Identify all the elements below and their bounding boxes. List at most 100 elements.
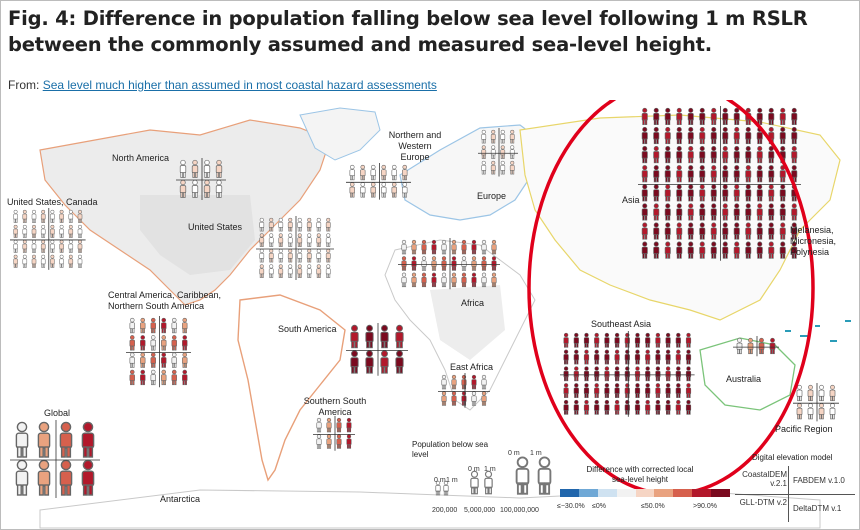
person-icon <box>583 366 590 382</box>
person-icon <box>685 366 692 382</box>
person-icon <box>563 399 569 415</box>
person-icon <box>604 399 610 415</box>
person-icon <box>441 391 447 406</box>
person-icon <box>349 182 356 198</box>
person-icon <box>150 369 157 386</box>
person-icon <box>316 233 322 247</box>
person-icon <box>77 254 83 268</box>
person-icon <box>655 383 661 399</box>
population-value-2: 5,000,000 <box>464 507 496 514</box>
person-icon <box>297 217 303 232</box>
person-icon <box>297 233 303 247</box>
person-icon <box>181 352 188 368</box>
source-article-link[interactable]: Sea level much higher than assumed in mo… <box>42 78 437 92</box>
person-icon <box>655 332 661 348</box>
person-icon <box>583 349 590 365</box>
person-icon <box>68 224 74 238</box>
person-icon <box>31 254 37 268</box>
label-south-america: South America <box>278 324 337 334</box>
person-icon <box>22 254 28 268</box>
person-icon <box>336 434 342 449</box>
label-asia: Asia <box>622 195 640 205</box>
person-icon <box>325 233 331 247</box>
person-icon <box>655 366 661 382</box>
person-icon <box>81 459 95 496</box>
person-icon <box>370 182 377 198</box>
person-icon <box>604 383 610 399</box>
label-nw-europe: Northern and Western Europe <box>388 130 442 162</box>
color-swatch <box>711 489 731 497</box>
dem-legend-table: CoastalDEM v.2.1 FABDEM v.1.0 GLL-DTM v.… <box>735 466 855 522</box>
person-icon <box>326 434 332 449</box>
person-icon <box>675 332 682 348</box>
person-icon <box>365 350 374 374</box>
person-icon <box>40 254 46 268</box>
person-icon <box>59 224 64 238</box>
person-icon <box>287 233 293 247</box>
person-icon <box>818 384 825 402</box>
person-icon <box>31 239 37 253</box>
person-icon <box>181 369 188 386</box>
person-icon <box>685 349 692 365</box>
person-icon <box>593 399 600 415</box>
person-icon <box>160 352 167 368</box>
person-icon <box>563 366 569 382</box>
person-icon <box>380 164 387 181</box>
person-icon <box>68 239 74 253</box>
person-icon <box>22 224 28 238</box>
label-north-america: North America <box>112 153 170 163</box>
color-swatch <box>597 489 617 497</box>
person-icon <box>306 248 312 263</box>
person-icon <box>644 383 651 399</box>
greenland-landmass <box>299 107 381 161</box>
person-icon-cluster <box>438 373 490 408</box>
person-icon <box>325 264 331 278</box>
person-icon <box>665 383 671 399</box>
person-icon <box>491 239 497 255</box>
person-icon <box>655 349 661 365</box>
person-icon-cluster <box>638 106 801 261</box>
person-icon <box>50 239 55 253</box>
person-icon <box>593 332 600 348</box>
person-icon <box>77 239 83 253</box>
size-label-1: 0 m <box>434 477 446 484</box>
person-icon-cluster <box>256 216 334 280</box>
person-icon-cluster <box>478 128 518 177</box>
person-icon <box>644 349 651 365</box>
size-label-6: 1 m <box>530 450 542 457</box>
person-icon <box>451 391 457 406</box>
person-icon-cluster <box>398 238 500 290</box>
person-icon <box>160 369 167 386</box>
color-scale-bar <box>560 489 731 497</box>
person-icon <box>573 366 580 382</box>
person-icon <box>37 459 51 496</box>
person-icon <box>13 209 18 223</box>
person-icon <box>13 224 18 238</box>
person-icon <box>316 264 322 278</box>
person-icon <box>573 383 580 399</box>
person-icon <box>634 399 641 415</box>
person-icon <box>624 332 631 348</box>
africa-shaded <box>430 285 505 360</box>
person-icon <box>287 264 293 278</box>
size-label-5: 0 m <box>508 450 520 457</box>
person-icon <box>563 332 569 348</box>
person-icon <box>380 350 389 374</box>
color-tick-3: ≤50.0% <box>641 503 665 510</box>
person-icon <box>59 239 64 253</box>
person-icon <box>325 248 331 263</box>
person-icon <box>129 369 136 386</box>
label-southeast-asia: Southeast Asia <box>591 319 652 329</box>
color-tick-2: ≤0% <box>592 503 606 510</box>
person-icon <box>171 352 178 368</box>
person-icon <box>306 233 312 247</box>
person-icon <box>37 421 51 458</box>
person-icon <box>68 254 74 268</box>
color-swatch <box>616 489 636 497</box>
person-icon <box>259 264 265 278</box>
person-icon <box>807 384 814 402</box>
person-icon <box>583 399 590 415</box>
person-icon <box>604 332 610 348</box>
person-icon <box>129 335 136 351</box>
person-icon <box>81 421 95 458</box>
